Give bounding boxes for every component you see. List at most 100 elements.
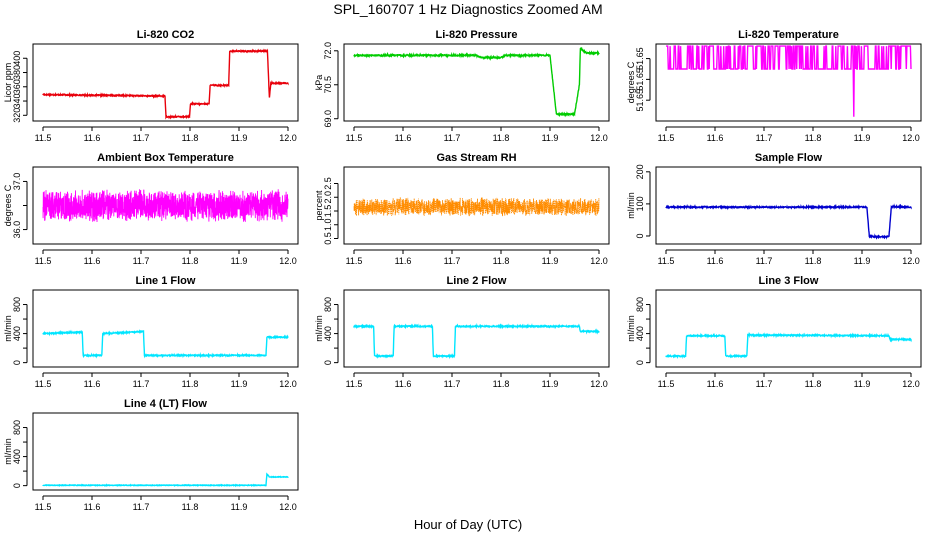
panel-title: Line 3 Flow	[759, 275, 819, 287]
x-tick-label: 11.9	[231, 133, 248, 143]
x-tick-label: 11.9	[231, 502, 248, 512]
y-tick-label: 800	[323, 297, 333, 312]
x-tick-label: 11.6	[84, 256, 101, 266]
series-line	[42, 329, 289, 359]
x-tick-label: 11.9	[231, 256, 248, 266]
x-tick-label: 11.9	[231, 379, 248, 389]
plot-frame	[343, 43, 610, 122]
panel-6: Line 1 Flow ml/min 11.5 11.6 11.7 11.8 11.9 12.…	[3, 275, 299, 389]
y-tick-label: 360	[12, 79, 22, 94]
y-axis-label: ml/min	[3, 315, 13, 342]
y-tick-label: 400	[12, 449, 22, 464]
x-tick-label: 11.6	[395, 379, 412, 389]
panel-title: Line 2 Flow	[447, 275, 507, 287]
x-tick-label: 11.6	[707, 133, 724, 143]
y-tick-label: 1.0	[323, 218, 333, 231]
panel-title: Line 4 (LT) Flow	[124, 398, 207, 410]
x-tick-label: 11.8	[493, 379, 510, 389]
x-tick-label: 12.0	[279, 256, 297, 266]
y-tick-label: 100	[635, 196, 645, 211]
x-tick-label: 11.6	[707, 256, 724, 266]
y-tick-label: 800	[12, 297, 22, 312]
panel-title: Ambient Box Temperature	[97, 152, 234, 164]
x-tick-label: 11.5	[658, 256, 675, 266]
y-tick-label: 1.5	[323, 205, 333, 218]
x-tick-label: 11.5	[658, 133, 675, 143]
x-tick-label: 11.5	[658, 379, 675, 389]
x-tick-label: 12.0	[279, 379, 297, 389]
y-tick-label: 51.65	[635, 68, 645, 91]
x-tick-label: 11.6	[84, 379, 101, 389]
x-tick-label: 11.9	[542, 256, 559, 266]
y-axis-label: degrees C	[626, 61, 636, 103]
panel-5: Sample Flow ml/min 11.5 11.6 11.7 11.8 11.9 12.…	[626, 152, 922, 266]
y-tick-label: 37.0	[12, 173, 22, 191]
y-axis-label: kPa	[314, 75, 324, 91]
x-tick-label: 12.0	[279, 133, 297, 143]
y-tick-label: 0	[323, 360, 333, 365]
panel-3: Ambient Box Temperature degrees C 11.5 11.6…	[3, 152, 299, 266]
x-axis-label: Hour of Day (UTC)	[413, 517, 523, 532]
plot-frame	[32, 289, 299, 368]
y-axis-label: degrees C	[3, 184, 13, 226]
panel-title: Gas Stream RH	[436, 152, 516, 164]
x-tick-label: 12.0	[902, 379, 920, 389]
x-tick-label: 11.7	[444, 379, 461, 389]
figure-title: SPL_160707 1 Hz Diagnostics Zoomed AM	[333, 1, 603, 17]
plot-frame	[32, 43, 299, 122]
panel-8: Line 3 Flow ml/min 11.5 11.6 11.7 11.8 11.9 12.…	[626, 275, 922, 389]
plot-frame	[655, 166, 922, 245]
series-line	[42, 189, 289, 223]
y-tick-label: 0	[635, 233, 645, 238]
series-line	[665, 331, 912, 360]
plot-frame	[655, 289, 922, 368]
y-tick-label: 340	[12, 94, 22, 109]
y-tick-label: 69.0	[323, 110, 333, 128]
y-tick-label: 0.5	[323, 232, 333, 245]
panel-title: Line 1 Flow	[136, 275, 196, 287]
x-tick-label: 11.9	[854, 379, 871, 389]
y-tick-label: 800	[12, 420, 22, 435]
x-tick-label: 11.7	[133, 379, 150, 389]
x-tick-label: 11.6	[395, 133, 412, 143]
x-tick-label: 11.6	[707, 379, 724, 389]
series-line	[42, 472, 289, 488]
y-tick-label: 200	[635, 164, 645, 179]
panel-9: Line 4 (LT) Flow ml/min 11.5 11.6 11.7 11.8 11…	[3, 398, 299, 512]
y-tick-label: 0	[12, 483, 22, 488]
y-tick-label: 400	[12, 326, 22, 341]
y-tick-label: 0	[12, 360, 22, 365]
x-tick-label: 12.0	[902, 133, 920, 143]
series-line	[42, 48, 289, 120]
y-tick-label: 400	[323, 326, 333, 341]
x-tick-label: 11.8	[182, 379, 199, 389]
y-axis-label: ml/min	[626, 192, 636, 219]
plot-frame	[32, 412, 299, 491]
x-tick-label: 11.7	[444, 256, 461, 266]
x-tick-label: 11.5	[35, 379, 52, 389]
y-tick-label: 400	[12, 51, 22, 66]
series-line	[353, 197, 600, 217]
panel-2: Li-820 Temperature degrees C 11.5 11.6 11.7 1…	[626, 29, 922, 143]
x-tick-label: 11.7	[756, 256, 773, 266]
x-tick-label: 11.6	[84, 133, 101, 143]
x-tick-label: 11.7	[133, 256, 150, 266]
x-tick-label: 12.0	[279, 502, 297, 512]
x-tick-label: 11.5	[346, 133, 363, 143]
series-line	[665, 203, 912, 240]
y-tick-label: 400	[635, 326, 645, 341]
x-tick-label: 11.5	[346, 379, 363, 389]
panel-4: Gas Stream RH percent 11.5 11.6 11.7 11.8 11.9…	[314, 152, 610, 266]
y-axis-label: ml/min	[626, 315, 636, 342]
x-tick-label: 11.8	[182, 133, 199, 143]
y-axis-label: Licor ppm	[3, 63, 13, 103]
y-axis-label: ml/min	[314, 315, 324, 342]
x-tick-label: 11.8	[805, 256, 822, 266]
x-tick-label: 11.6	[395, 256, 412, 266]
x-tick-label: 11.9	[854, 256, 871, 266]
x-tick-label: 11.6	[84, 502, 101, 512]
x-tick-label: 11.9	[542, 133, 559, 143]
plot-frame	[343, 289, 610, 368]
